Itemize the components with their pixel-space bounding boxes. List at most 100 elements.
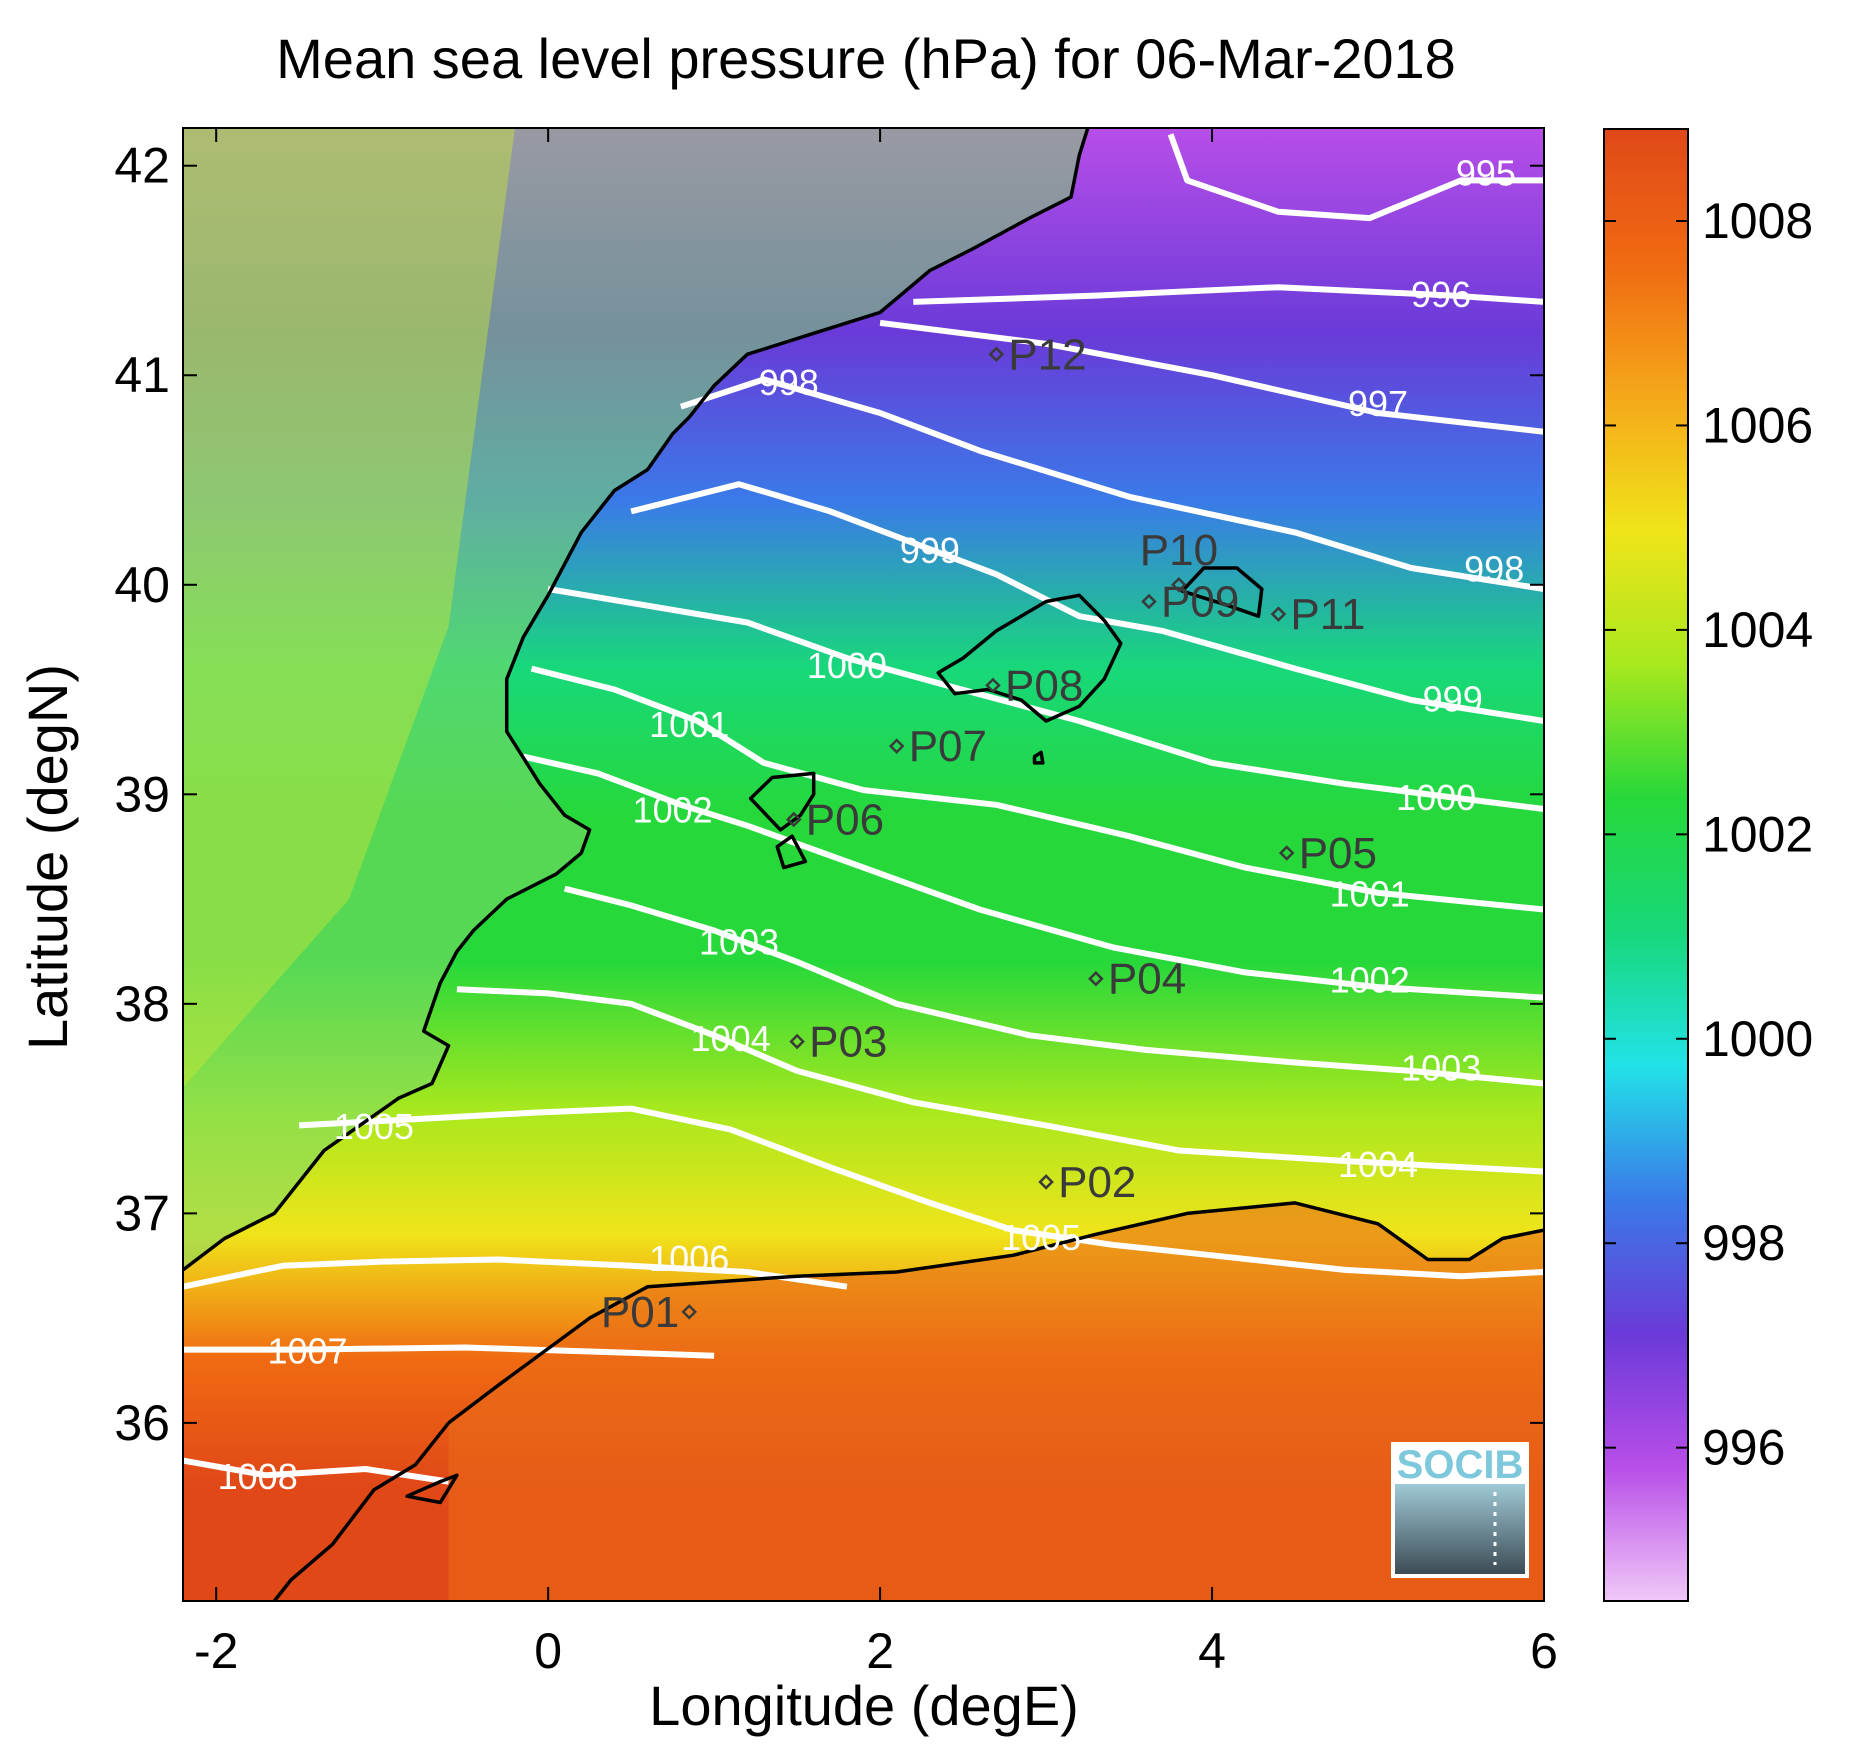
station-marker	[988, 346, 1005, 363]
y-tick-label: 42	[114, 138, 170, 194]
island-outline	[748, 771, 816, 832]
station-marker	[1088, 970, 1104, 987]
map-panel: 995 996 997 998 998 999 999 1000 1000 1001 1001 100…	[183, 128, 1544, 1601]
island-outline	[1032, 750, 1045, 765]
island-outline	[405, 1473, 459, 1505]
x-axis-label: Longitude (degE)	[649, 1674, 1079, 1737]
isobar-label: 1008	[218, 1456, 298, 1497]
isobar-label: 998	[759, 362, 819, 403]
isobar-label: 1005	[1001, 1217, 1081, 1258]
station-marker	[985, 677, 1001, 694]
land-shading	[183, 128, 1544, 1601]
isobar-label: 1005	[334, 1106, 414, 1147]
isobar-label: 1002	[633, 790, 713, 831]
colorbar-tick-label: 1002	[1702, 806, 1813, 862]
station-label: P01	[601, 1288, 679, 1337]
coastline-segment	[272, 1421, 450, 1601]
x-tick-label: 0	[534, 1623, 562, 1679]
x-axis-ticks: -2 0 2 4 6	[194, 128, 1558, 1679]
y-tick-label: 37	[114, 1185, 170, 1241]
coastline-segment	[183, 128, 1090, 1272]
isobar-label: 998	[1464, 549, 1524, 590]
land-iberia	[183, 128, 1088, 1270]
colorbar-tick-label: 998	[1702, 1215, 1785, 1271]
y-tick-label: 38	[114, 976, 170, 1032]
isobar-1005	[299, 1105, 1544, 1280]
isobar-label: 1001	[649, 704, 729, 745]
isobar-1004	[456, 986, 1544, 1175]
y-tick-label: 40	[114, 557, 170, 613]
station-marker	[1270, 606, 1287, 622]
x-tick-label: 6	[1530, 1623, 1558, 1679]
station-label: P10	[1140, 526, 1218, 575]
colorbar: 996 998 1000 1002 1004 1006 1008	[1603, 128, 1813, 1602]
isobar-998	[679, 376, 1544, 592]
isobar-label: 996	[1411, 274, 1471, 315]
station-label: P11	[1290, 590, 1365, 639]
colorbar-ticks: 996 998 1000 1002 1004 1006 1008	[1604, 193, 1813, 1476]
y-tick-label: 39	[114, 766, 170, 822]
y-tick-label: 41	[114, 347, 170, 403]
isobar-1006	[183, 1256, 848, 1290]
map-frame	[182, 127, 1545, 1602]
station-label: P08	[1005, 661, 1083, 710]
station-label: P12	[1008, 330, 1086, 379]
station-label: P07	[909, 722, 987, 771]
isobar-label: 1000	[807, 645, 887, 686]
logo-text: SOCIB	[1397, 1443, 1524, 1487]
colorbar-tick-label: 1008	[1702, 193, 1813, 249]
colorbar-gradient	[1603, 128, 1689, 1602]
isobar-label: 1003	[699, 922, 779, 963]
isobar-1003	[563, 885, 1544, 1087]
isobar-label: 997	[1348, 383, 1408, 424]
station-label: P04	[1108, 955, 1186, 1004]
isobar-label: 999	[1423, 679, 1483, 720]
station-marker	[888, 738, 905, 754]
station-marker	[1038, 1174, 1054, 1190]
isobar-contours	[183, 133, 1544, 1485]
coastline-segment	[447, 1201, 1544, 1425]
isobar-997	[879, 319, 1544, 435]
island-outline	[1180, 566, 1264, 618]
island-outline	[775, 834, 808, 870]
land-iberia-interior	[183, 128, 515, 1088]
station-marker	[786, 811, 802, 828]
isobar-label: 1003	[1401, 1047, 1481, 1088]
station-marker	[1141, 593, 1157, 610]
station-marker	[681, 1304, 697, 1320]
isobar-995	[1167, 133, 1544, 222]
socib-logo: SOCIB	[1391, 1442, 1529, 1578]
y-axis-label: Latitude (degN)	[16, 664, 79, 1050]
x-tick-label: -2	[194, 1623, 238, 1679]
station-label: P03	[809, 1018, 887, 1067]
isobar-label: 1004	[1338, 1144, 1418, 1185]
colorbar-tick-label: 1004	[1702, 602, 1813, 658]
colorbar-tick-label: 1006	[1702, 397, 1813, 453]
x-tick-label: 2	[866, 1623, 894, 1679]
isobar-1008	[183, 1457, 450, 1485]
isobar-label: 1000	[1396, 777, 1476, 818]
station-marker	[1278, 845, 1295, 861]
station-label: P05	[1299, 829, 1377, 878]
colorbar-tick-label: 996	[1702, 1420, 1785, 1476]
isobar-1001	[530, 665, 1544, 913]
isobar-996	[913, 284, 1544, 305]
station-marker	[789, 1033, 805, 1050]
isobar-label: 1001	[1330, 874, 1410, 915]
isobar-label: 1007	[267, 1330, 347, 1371]
colorbar-tick-label: 1000	[1702, 1011, 1813, 1067]
x-tick-label: 4	[1198, 1623, 1226, 1679]
isobar-label: 1004	[691, 1018, 771, 1059]
station-label: P06	[806, 796, 884, 845]
isobar-label: 999	[900, 530, 960, 571]
isobar-label: 1006	[649, 1238, 729, 1279]
isobar-1002	[522, 753, 1544, 1001]
isobar-label: 995	[1456, 153, 1516, 194]
isobar-1000	[547, 586, 1544, 812]
isobar-label: 1002	[1330, 959, 1410, 1000]
land-north-africa	[448, 1202, 1544, 1601]
isobar-999	[630, 481, 1544, 724]
y-tick-label: 36	[114, 1395, 170, 1451]
